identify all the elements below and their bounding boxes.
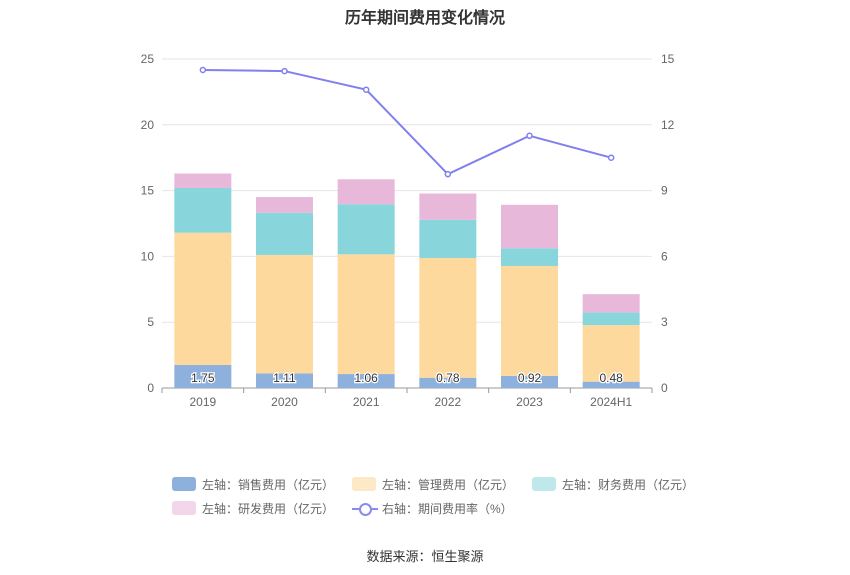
legend-swatch-finance bbox=[532, 477, 556, 491]
legend-label-finance: 左轴：财务费用（亿元） bbox=[562, 477, 695, 492]
left-tick-label: 10 bbox=[141, 249, 155, 263]
bar-admin[interactable] bbox=[174, 232, 232, 365]
legend-swatch-sales bbox=[172, 477, 196, 491]
bar-finance[interactable] bbox=[337, 204, 395, 255]
bar-admin[interactable] bbox=[337, 254, 395, 375]
legend-row-1: 左轴：销售费用（亿元） 左轴：管理费用（亿元） 左轴：财务费用（亿元） bbox=[172, 472, 712, 496]
bar-admin[interactable] bbox=[501, 266, 558, 376]
bar-finance[interactable] bbox=[419, 219, 477, 258]
bar-sales[interactable] bbox=[256, 373, 313, 388]
right-tick-label: 9 bbox=[661, 184, 668, 198]
bar-sales[interactable] bbox=[174, 364, 232, 388]
legend-line-marker-icon bbox=[352, 501, 379, 516]
line-point[interactable] bbox=[362, 86, 370, 93]
bar-admin[interactable] bbox=[419, 257, 477, 378]
line-point[interactable] bbox=[199, 66, 207, 74]
bar-rnd[interactable] bbox=[256, 197, 313, 213]
bar-finance[interactable] bbox=[174, 187, 232, 233]
x-tick-label: 2021 bbox=[353, 395, 380, 409]
bar-data-labels: 1.75 1.11 1.06 0.78 0.92 0.48 bbox=[190, 370, 625, 387]
bar-sales[interactable] bbox=[337, 374, 395, 388]
legend-item-expense-ratio[interactable]: 右轴：期间费用率（%） bbox=[352, 500, 513, 517]
left-tick-label: 20 bbox=[141, 118, 155, 132]
x-tick-label: 2022 bbox=[434, 395, 461, 409]
right-axis-ticks: 0 3 6 9 12 15 bbox=[661, 52, 675, 395]
legend: 左轴：销售费用（亿元） 左轴：管理费用（亿元） 左轴：财务费用（亿元） 左轴：研… bbox=[172, 472, 712, 520]
x-tick-label: 2023 bbox=[516, 395, 543, 409]
line-point[interactable] bbox=[526, 132, 533, 140]
bar-rnd[interactable] bbox=[501, 204, 558, 249]
bar-rnd[interactable] bbox=[174, 173, 232, 188]
bar-finance[interactable] bbox=[256, 212, 313, 255]
right-tick-label: 6 bbox=[661, 249, 668, 263]
legend-item-sales[interactable]: 左轴：销售费用（亿元） bbox=[172, 476, 334, 493]
x-tick-label: 2024H1 bbox=[590, 395, 632, 409]
bar-admin[interactable] bbox=[582, 325, 640, 382]
left-tick-label: 0 bbox=[147, 381, 154, 395]
legend-label-admin: 左轴：管理费用（亿元） bbox=[382, 477, 515, 492]
data-source: 数据来源：恒生聚源 bbox=[366, 549, 484, 564]
right-tick-label: 12 bbox=[661, 118, 675, 132]
legend-item-rnd[interactable]: 左轴：研发费用（亿元） bbox=[172, 500, 334, 517]
bar-rnd[interactable] bbox=[419, 193, 477, 220]
legend-label-expense-ratio: 右轴：期间费用率（%） bbox=[382, 501, 513, 516]
bar-finance[interactable] bbox=[582, 312, 640, 326]
bar-data-label: 0.48 bbox=[599, 371, 623, 385]
legend-swatch-rnd bbox=[172, 501, 196, 515]
left-tick-label: 5 bbox=[147, 315, 154, 329]
left-tick-label: 15 bbox=[141, 184, 155, 198]
bar-rnd[interactable] bbox=[582, 294, 640, 313]
gridlines bbox=[162, 58, 652, 389]
bar-data-label: 1.11 bbox=[273, 371, 296, 385]
bar-admin[interactable] bbox=[256, 254, 313, 374]
legend-row-2: 左轴：研发费用（亿元） 右轴：期间费用率（%） bbox=[172, 496, 712, 520]
legend-item-admin[interactable]: 左轴：管理费用（亿元） bbox=[352, 476, 514, 493]
bar-finance[interactable] bbox=[501, 248, 558, 267]
x-tick-label: 2020 bbox=[271, 395, 298, 409]
right-tick-label: 0 bbox=[661, 381, 668, 395]
bar-series bbox=[174, 173, 640, 388]
right-tick-label: 15 bbox=[661, 52, 675, 66]
legend-item-finance[interactable]: 左轴：财务费用（亿元） bbox=[532, 476, 694, 493]
bar-sales[interactable] bbox=[582, 381, 640, 388]
x-tick-label: 2019 bbox=[189, 395, 216, 409]
bar-data-label: 1.75 bbox=[191, 371, 215, 385]
line-point[interactable] bbox=[444, 170, 452, 178]
bar-data-label: 0.78 bbox=[436, 371, 460, 385]
left-tick-label: 25 bbox=[141, 52, 155, 66]
bar-data-label: 0.92 bbox=[518, 371, 542, 385]
bar-data-label: 1.06 bbox=[354, 371, 378, 385]
left-axis-ticks: 0 5 10 15 20 25 bbox=[141, 52, 155, 395]
legend-swatch-admin bbox=[352, 477, 376, 491]
line-point[interactable] bbox=[607, 154, 615, 161]
chart-area: 0 5 10 15 20 25 0 3 6 9 12 15 1.75 1.11 1.06 0.78 0.92… bbox=[141, 52, 675, 409]
chart-title: 历年期间费用变化情况 bbox=[344, 10, 505, 27]
bar-sales[interactable] bbox=[419, 377, 477, 388]
expense-ratio-line bbox=[202, 68, 612, 176]
line-series bbox=[199, 66, 615, 178]
x-axis-ticks: 2019 2020 2021 2022 2023 2024H1 bbox=[161, 388, 653, 409]
bar-rnd[interactable] bbox=[337, 179, 395, 205]
legend-label-sales: 左轴：销售费用（亿元） bbox=[202, 477, 335, 492]
line-point[interactable] bbox=[281, 67, 288, 75]
legend-label-rnd: 左轴：研发费用（亿元） bbox=[202, 501, 335, 516]
bar-sales[interactable] bbox=[501, 375, 558, 388]
right-tick-label: 3 bbox=[661, 315, 668, 329]
